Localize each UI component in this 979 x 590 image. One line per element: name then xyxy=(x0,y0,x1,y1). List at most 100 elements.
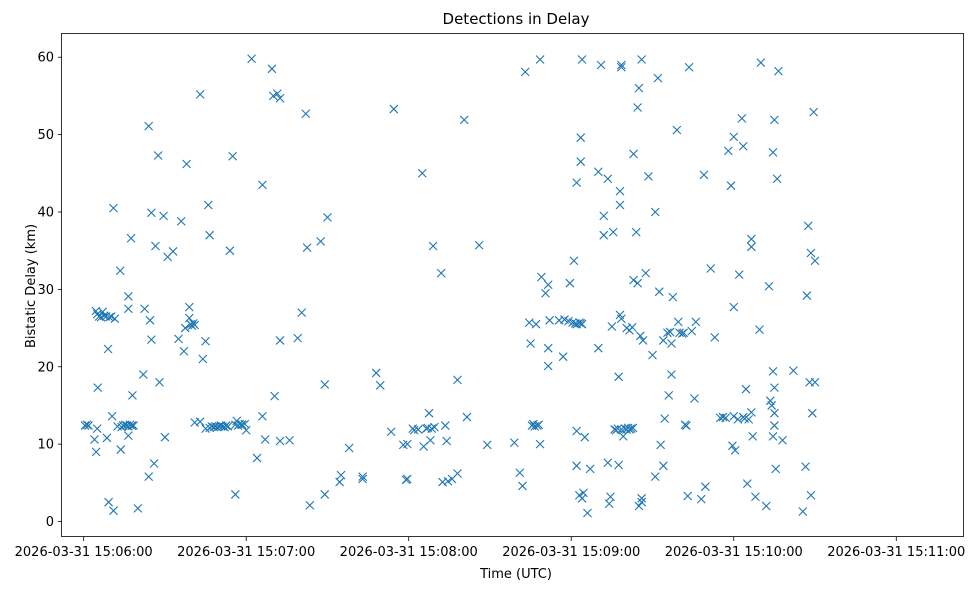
data-point xyxy=(696,494,706,504)
data-point xyxy=(572,178,582,187)
data-point xyxy=(565,278,575,288)
data-point xyxy=(302,243,312,252)
data-point xyxy=(614,372,624,382)
data-point xyxy=(123,291,133,301)
data-point xyxy=(442,436,452,446)
data-point xyxy=(180,323,190,333)
data-point xyxy=(807,408,817,418)
data-point xyxy=(537,272,546,282)
data-point xyxy=(459,115,469,125)
data-point xyxy=(80,421,90,430)
data-point xyxy=(653,73,663,83)
data-point xyxy=(221,421,231,430)
x-axis-label: Time (UTC) xyxy=(479,567,552,582)
data-point xyxy=(268,91,278,101)
data-point xyxy=(613,424,623,434)
data-point xyxy=(443,476,453,486)
data-point xyxy=(91,447,101,457)
data-point xyxy=(258,180,267,190)
data-point xyxy=(599,230,609,240)
data-point xyxy=(629,275,638,285)
x-tick-label: 2026-03-31 15:08:00 xyxy=(340,545,478,560)
data-point xyxy=(718,412,728,422)
data-point xyxy=(771,464,781,474)
data-point xyxy=(116,445,126,454)
data-point xyxy=(607,322,617,331)
data-point xyxy=(424,408,434,418)
data-point xyxy=(543,361,553,371)
data-point xyxy=(133,503,143,513)
data-point xyxy=(746,408,756,417)
data-point xyxy=(585,464,595,474)
data-point xyxy=(608,227,618,237)
data-point xyxy=(316,237,326,246)
data-point xyxy=(320,380,330,389)
data-point xyxy=(658,336,668,345)
data-point xyxy=(228,151,238,161)
data-point xyxy=(683,491,693,501)
data-point xyxy=(293,333,303,343)
data-point xyxy=(801,462,810,471)
data-point xyxy=(198,354,208,364)
data-point xyxy=(413,425,423,434)
data-point xyxy=(603,458,613,468)
x-tick-label: 2026-03-31 15:06:00 xyxy=(15,545,153,560)
data-point xyxy=(664,390,674,400)
data-point xyxy=(660,414,670,423)
data-point xyxy=(105,312,114,322)
data-point xyxy=(190,320,200,330)
data-point xyxy=(160,432,170,442)
data-point xyxy=(641,268,651,278)
data-point xyxy=(126,233,136,243)
data-point xyxy=(583,508,592,518)
data-point xyxy=(648,350,657,360)
data-point xyxy=(809,107,819,117)
data-point xyxy=(729,411,739,421)
data-point xyxy=(663,328,672,338)
data-point xyxy=(558,352,568,362)
x-axis: 2026-03-31 15:06:00 2026-03-31 15:07:00 20… xyxy=(15,537,965,560)
data-point xyxy=(543,280,553,290)
data-point xyxy=(176,216,186,226)
data-point xyxy=(241,425,251,435)
data-point xyxy=(270,391,280,401)
data-point xyxy=(223,421,233,431)
data-point xyxy=(806,490,816,500)
data-point xyxy=(667,370,676,379)
data-point xyxy=(726,181,736,191)
y-tick-label: 50 xyxy=(37,128,54,143)
y-tick-label: 20 xyxy=(37,360,54,375)
data-point xyxy=(746,242,756,252)
data-point xyxy=(761,501,771,511)
data-point xyxy=(402,474,412,484)
data-point xyxy=(145,315,155,325)
data-point xyxy=(335,477,345,487)
data-point xyxy=(656,440,666,450)
data-point xyxy=(654,287,664,297)
data-point xyxy=(425,435,435,445)
data-point xyxy=(110,314,120,324)
x-tick-label: 2026-03-31 15:10:00 xyxy=(665,545,803,560)
data-point xyxy=(734,270,744,280)
data-point xyxy=(637,497,647,507)
data-point xyxy=(127,421,137,430)
data-point xyxy=(572,426,582,436)
data-point xyxy=(628,423,638,433)
data-point xyxy=(633,103,642,112)
data-point xyxy=(770,408,779,418)
data-point xyxy=(710,332,720,342)
data-point xyxy=(603,174,613,184)
data-point xyxy=(729,132,739,142)
data-point xyxy=(772,174,782,184)
data-point xyxy=(668,292,678,302)
data-point xyxy=(633,278,642,288)
data-point xyxy=(90,435,99,444)
data-point xyxy=(305,500,315,510)
data-point xyxy=(768,367,778,376)
data-point xyxy=(427,424,437,434)
data-point xyxy=(99,311,109,321)
data-point xyxy=(389,104,399,114)
data-point xyxy=(658,461,668,471)
data-point xyxy=(168,247,178,256)
data-point xyxy=(535,55,545,64)
